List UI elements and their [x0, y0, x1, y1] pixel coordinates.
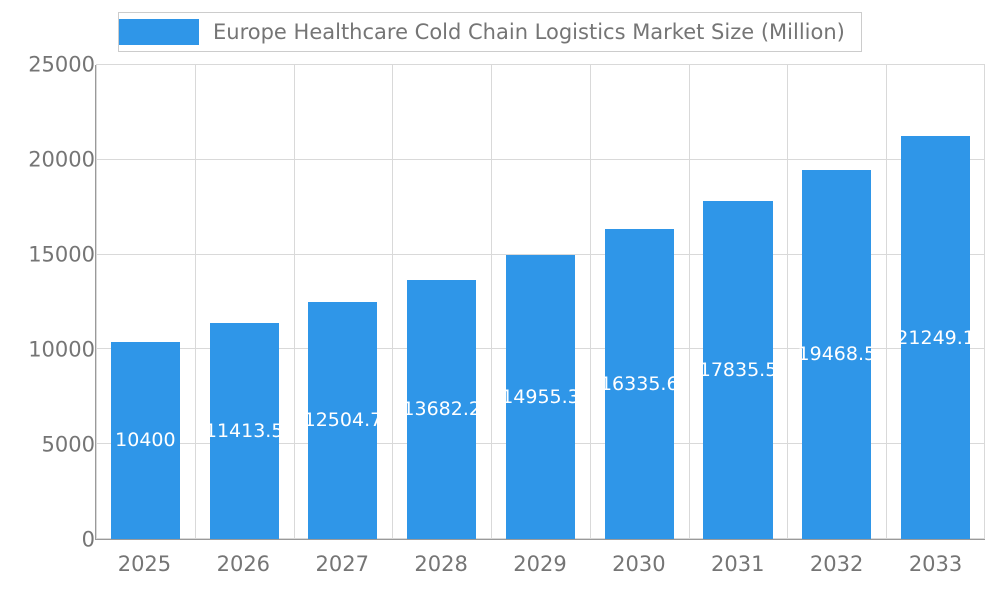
bar-band: 14955.3 — [491, 65, 590, 539]
bar-2029[interactable]: 14955.3 — [501, 255, 580, 539]
bar-band: 16335.6 — [590, 65, 689, 539]
x-tick-label: 2033 — [908, 552, 963, 576]
grid-line-v — [886, 65, 888, 539]
y-tick-label: 5000 — [41, 432, 95, 457]
grid-line-h — [96, 253, 985, 255]
bar-value-label: 11413.5 — [204, 419, 284, 442]
grid-line-v — [392, 65, 394, 539]
grid-line-v — [688, 65, 690, 539]
bar-value-label: 21249.1 — [896, 326, 975, 349]
x-tick-label: 2025 — [117, 552, 172, 576]
grid-line-h — [96, 158, 985, 160]
plot-area: 10400 11413.5 12504.7 13682.2 14955.3 16335.6… — [95, 64, 985, 540]
bar-2026[interactable]: 11413.5 — [205, 322, 283, 539]
y-tick-label: 0 — [81, 527, 95, 552]
x-tick-label: 2027 — [315, 552, 369, 576]
x-tick-label: 2031 — [711, 552, 765, 576]
bar-band: 21249.1 — [886, 65, 985, 539]
bar-band: 19468.5 — [787, 65, 886, 539]
chart-title: Europe Healthcare Cold Chain Logistics M… — [213, 20, 845, 44]
bar-value-label: 17835.5 — [698, 358, 778, 381]
bar-2032[interactable]: 19468.5 — [798, 169, 876, 539]
bar-band: 11413.5 — [195, 65, 294, 539]
legend[interactable]: Europe Healthcare Cold Chain Logistics M… — [118, 12, 862, 52]
legend-swatch-icon — [119, 19, 199, 45]
bar-2030[interactable]: 16335.6 — [600, 229, 679, 539]
bar-value-label: 13682.2 — [402, 398, 481, 421]
bar-value-label: 14955.3 — [501, 386, 580, 409]
bar-2031[interactable]: 17835.5 — [699, 200, 777, 539]
bar-band: 13682.2 — [392, 65, 491, 539]
x-tick-label: 2026 — [216, 552, 271, 576]
bar-value-label: 10400 — [115, 429, 176, 452]
bar-band: 10400 — [96, 65, 195, 539]
bar-value-label: 12504.7 — [303, 409, 383, 432]
y-tick-label: 10000 — [28, 337, 95, 362]
bar-2033[interactable]: 21249.1 — [896, 136, 975, 539]
y-tick-label: 25000 — [28, 52, 95, 77]
grid-line-v — [293, 65, 295, 539]
grid-line-v — [194, 65, 196, 539]
x-tick-label: 2029 — [513, 552, 567, 576]
bar-value-label: 19468.5 — [797, 343, 877, 366]
grid-line-v — [491, 65, 493, 539]
grid-line-v — [787, 65, 789, 539]
grid-line-v — [984, 65, 985, 539]
bar-band: 12504.7 — [294, 65, 393, 539]
x-tick-label: 2028 — [414, 552, 468, 576]
grid-line-h — [96, 64, 985, 65]
y-tick-label: 20000 — [28, 147, 95, 172]
grid-line-v — [589, 65, 591, 539]
x-tick-label: 2032 — [809, 552, 864, 576]
x-tick-label: 2030 — [612, 552, 666, 576]
grid-line-v — [96, 65, 97, 539]
bar-2027[interactable]: 12504.7 — [304, 301, 382, 539]
bar-value-label: 16335.6 — [599, 373, 679, 396]
bar-band: 17835.5 — [689, 65, 788, 539]
bar-2025[interactable]: 10400 — [110, 341, 180, 539]
y-tick-label: 15000 — [28, 242, 95, 267]
bar-2028[interactable]: 13682.2 — [402, 279, 481, 539]
